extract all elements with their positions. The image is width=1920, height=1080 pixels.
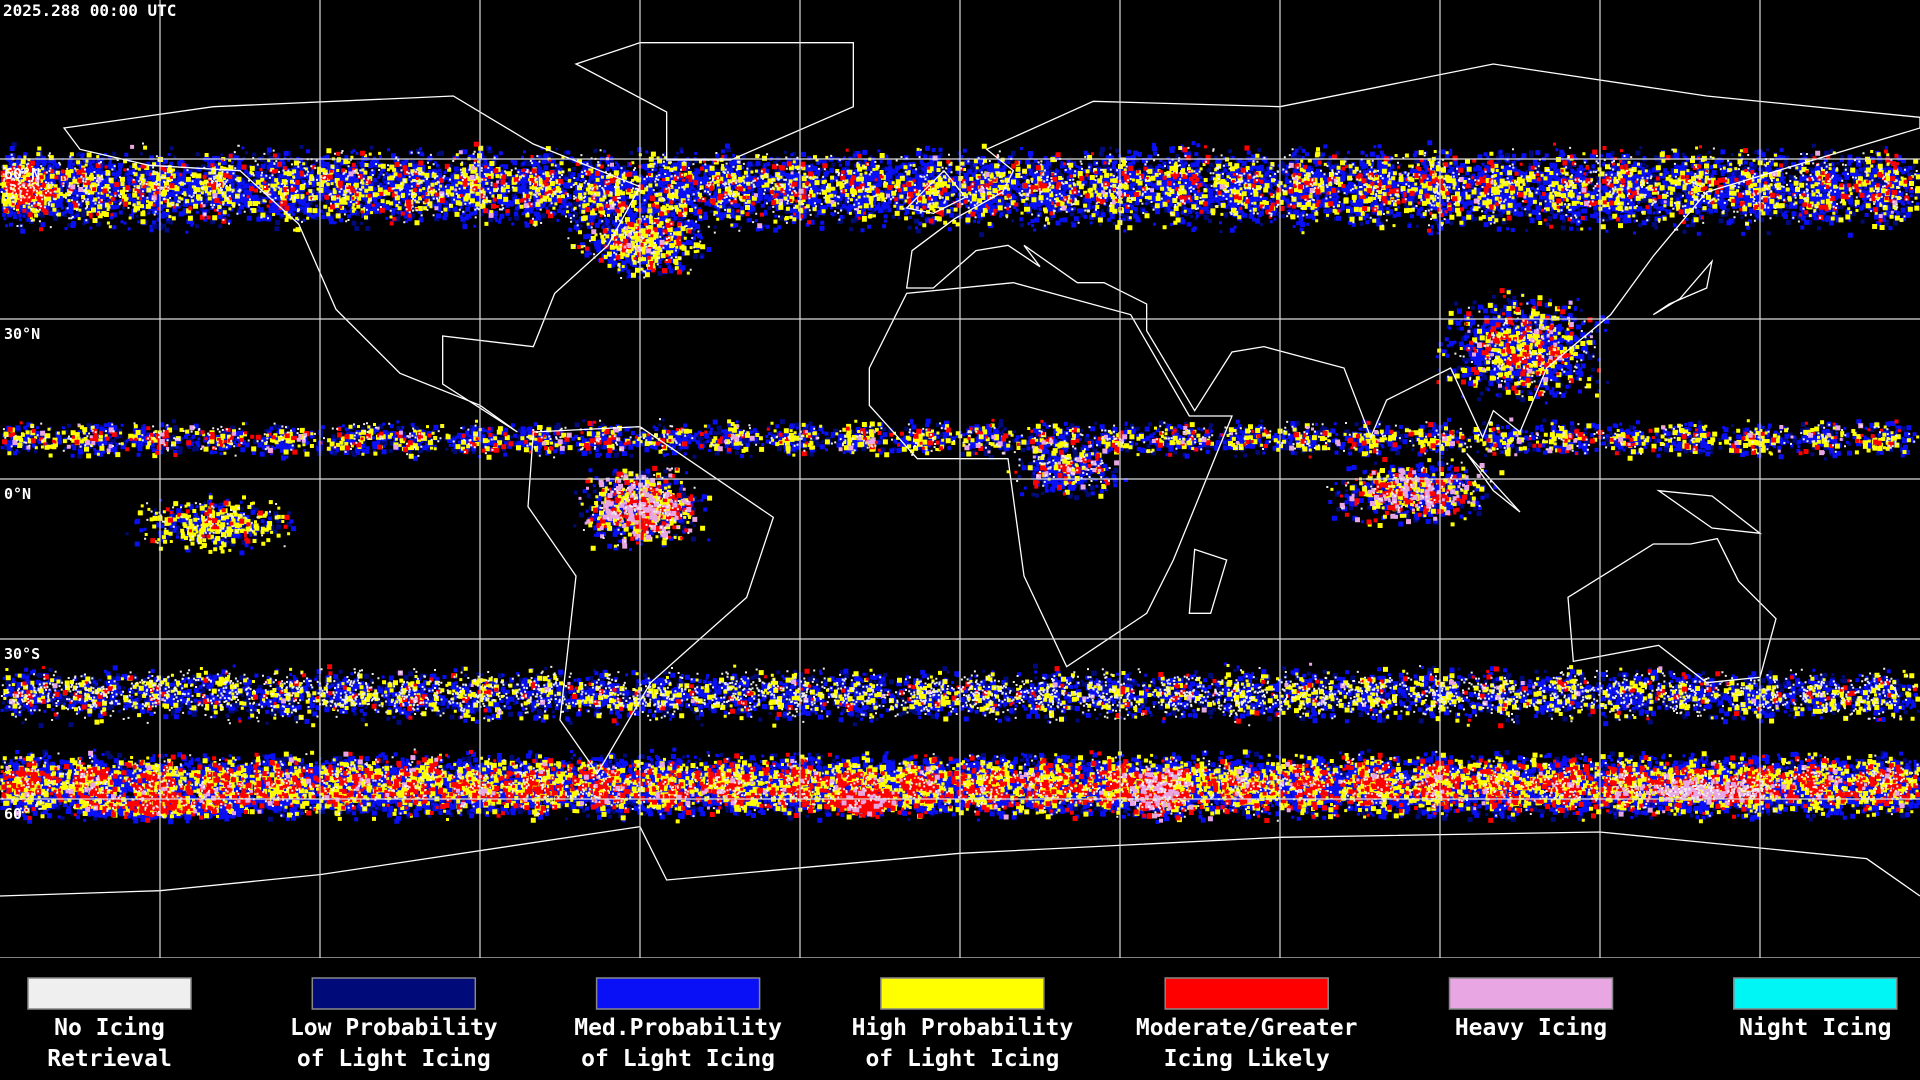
legend-swatch xyxy=(881,978,1044,1009)
legend-label: Heavy Icing xyxy=(1455,1015,1607,1041)
legend-swatch xyxy=(312,978,475,1009)
legend-label: of Light Icing xyxy=(865,1046,1059,1072)
legend-swatch xyxy=(28,978,191,1009)
legend-swatch xyxy=(1165,978,1328,1009)
legend-label: Moderate/Greater xyxy=(1136,1015,1358,1041)
latitude-label: 30°N xyxy=(4,325,40,343)
legend-label: of Light Icing xyxy=(581,1046,775,1072)
latitude-label: 60° xyxy=(4,805,31,823)
legend-label: High Probability xyxy=(852,1015,1074,1041)
legend-label: Icing Likely xyxy=(1164,1046,1330,1072)
legend-label: Low Probability xyxy=(290,1015,498,1041)
legend-swatch xyxy=(1450,978,1613,1009)
legend-label: Med.Probability xyxy=(574,1015,782,1041)
latitude-label: 60°N xyxy=(4,165,40,183)
latitude-label: 30°S xyxy=(4,645,40,663)
legend-label: Night Icing xyxy=(1739,1015,1891,1041)
latitude-label: 0°N xyxy=(4,485,31,503)
legend-swatch xyxy=(1734,978,1897,1009)
legend-label: No Icing xyxy=(54,1015,165,1041)
legend-label: Retrieval xyxy=(47,1046,172,1072)
timestamp: 2025.288 00:00 UTC xyxy=(3,1,176,20)
legend-swatch xyxy=(597,978,760,1009)
legend-label: of Light Icing xyxy=(297,1046,491,1072)
